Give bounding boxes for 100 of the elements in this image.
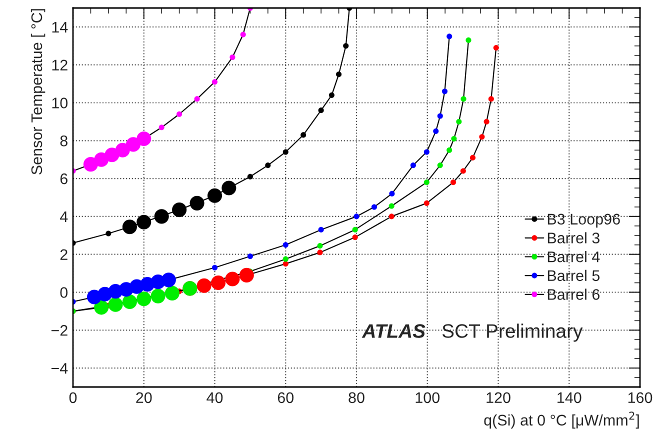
- point: [300, 132, 306, 138]
- point: [150, 288, 166, 304]
- x-tick-label: 160: [628, 392, 652, 404]
- point: [136, 214, 152, 230]
- point: [207, 188, 222, 203]
- point: [282, 242, 288, 248]
- point: [176, 111, 182, 117]
- point: [164, 286, 180, 300]
- point: [354, 214, 360, 220]
- point: [108, 297, 123, 312]
- point: [318, 108, 324, 114]
- point: [122, 294, 137, 310]
- point: [239, 268, 254, 282]
- y-tick-label: 14: [52, 22, 68, 32]
- legend-label: Barrel 3: [548, 232, 600, 244]
- point: [317, 243, 323, 249]
- point: [265, 162, 271, 168]
- point: [437, 162, 443, 168]
- point: [433, 128, 439, 134]
- point: [410, 162, 416, 168]
- y-tick-label: 4: [60, 211, 68, 222]
- point: [136, 131, 152, 146]
- point: [352, 226, 358, 232]
- point: [225, 272, 240, 286]
- point: [318, 226, 324, 232]
- point: [456, 118, 462, 124]
- x-tick-label: 20: [136, 392, 152, 404]
- point: [451, 136, 457, 142]
- point: [115, 142, 130, 158]
- x-tick-label: 100: [416, 392, 440, 404]
- point: [328, 92, 334, 98]
- point: [240, 32, 246, 38]
- point: [212, 79, 218, 85]
- y-tick-label: −4: [51, 363, 68, 374]
- y-tick-label: 12: [52, 60, 68, 70]
- point: [154, 209, 169, 224]
- point: [83, 157, 98, 172]
- point: [460, 168, 466, 174]
- point: [466, 37, 472, 43]
- point: [442, 88, 448, 94]
- x-tick-label: 40: [206, 392, 223, 404]
- point: [424, 180, 430, 186]
- point: [371, 204, 377, 210]
- point: [488, 96, 494, 102]
- annotation: ATLAS: [362, 324, 426, 338]
- point: [247, 253, 253, 260]
- point: [161, 272, 176, 288]
- legend-label: Barrel 6: [548, 288, 600, 300]
- point: [424, 149, 430, 155]
- point: [493, 45, 499, 51]
- point: [460, 96, 466, 102]
- point: [190, 196, 204, 210]
- x-tick-label: 80: [348, 392, 364, 404]
- legend-label: B3 Loop96: [548, 214, 620, 228]
- point: [343, 43, 349, 49]
- x-tick-label: 60: [278, 392, 294, 404]
- legend-label: Barrel 4: [548, 251, 600, 262]
- x-tick-label: 120: [486, 392, 510, 404]
- point: [172, 202, 187, 218]
- x-tick-label: 0: [69, 392, 77, 404]
- point: [446, 147, 452, 153]
- point: [196, 278, 212, 293]
- y-tick-label: 6: [60, 173, 68, 184]
- point: [424, 200, 430, 206]
- point: [106, 230, 112, 236]
- point: [336, 72, 342, 78]
- point: [352, 234, 358, 240]
- point: [437, 113, 443, 119]
- point: [158, 124, 164, 130]
- point: [446, 34, 452, 40]
- point: [230, 54, 236, 60]
- point: [317, 250, 323, 256]
- point: [94, 300, 109, 315]
- annotation: SCT Preliminary: [442, 324, 583, 342]
- y-axis-title: Sensor Temperatue [ °C]: [30, 9, 46, 174]
- point: [211, 275, 226, 290]
- point: [479, 134, 485, 140]
- point: [212, 264, 218, 270]
- point: [222, 180, 236, 196]
- point: [282, 149, 288, 155]
- x-axis-title: q(Si) at 0 °C [μW/mm$^{2}$]: [484, 412, 639, 429]
- point: [126, 137, 141, 152]
- point: [282, 256, 288, 262]
- point: [389, 190, 395, 196]
- point: [388, 214, 394, 220]
- point: [122, 220, 137, 234]
- legend-label: Barrel 5: [548, 270, 600, 282]
- y-tick-label: 10: [52, 98, 68, 108]
- point: [450, 180, 456, 186]
- point: [247, 174, 253, 180]
- point: [194, 96, 200, 102]
- point: [484, 118, 490, 124]
- point: [136, 292, 152, 306]
- y-tick-label: 8: [60, 136, 68, 146]
- y-tick-label: −2: [51, 325, 68, 336]
- y-tick-label: 0: [60, 287, 68, 298]
- x-tick-label: 140: [558, 392, 582, 404]
- point: [388, 203, 394, 209]
- y-tick-label: 2: [60, 249, 68, 260]
- point: [470, 154, 476, 160]
